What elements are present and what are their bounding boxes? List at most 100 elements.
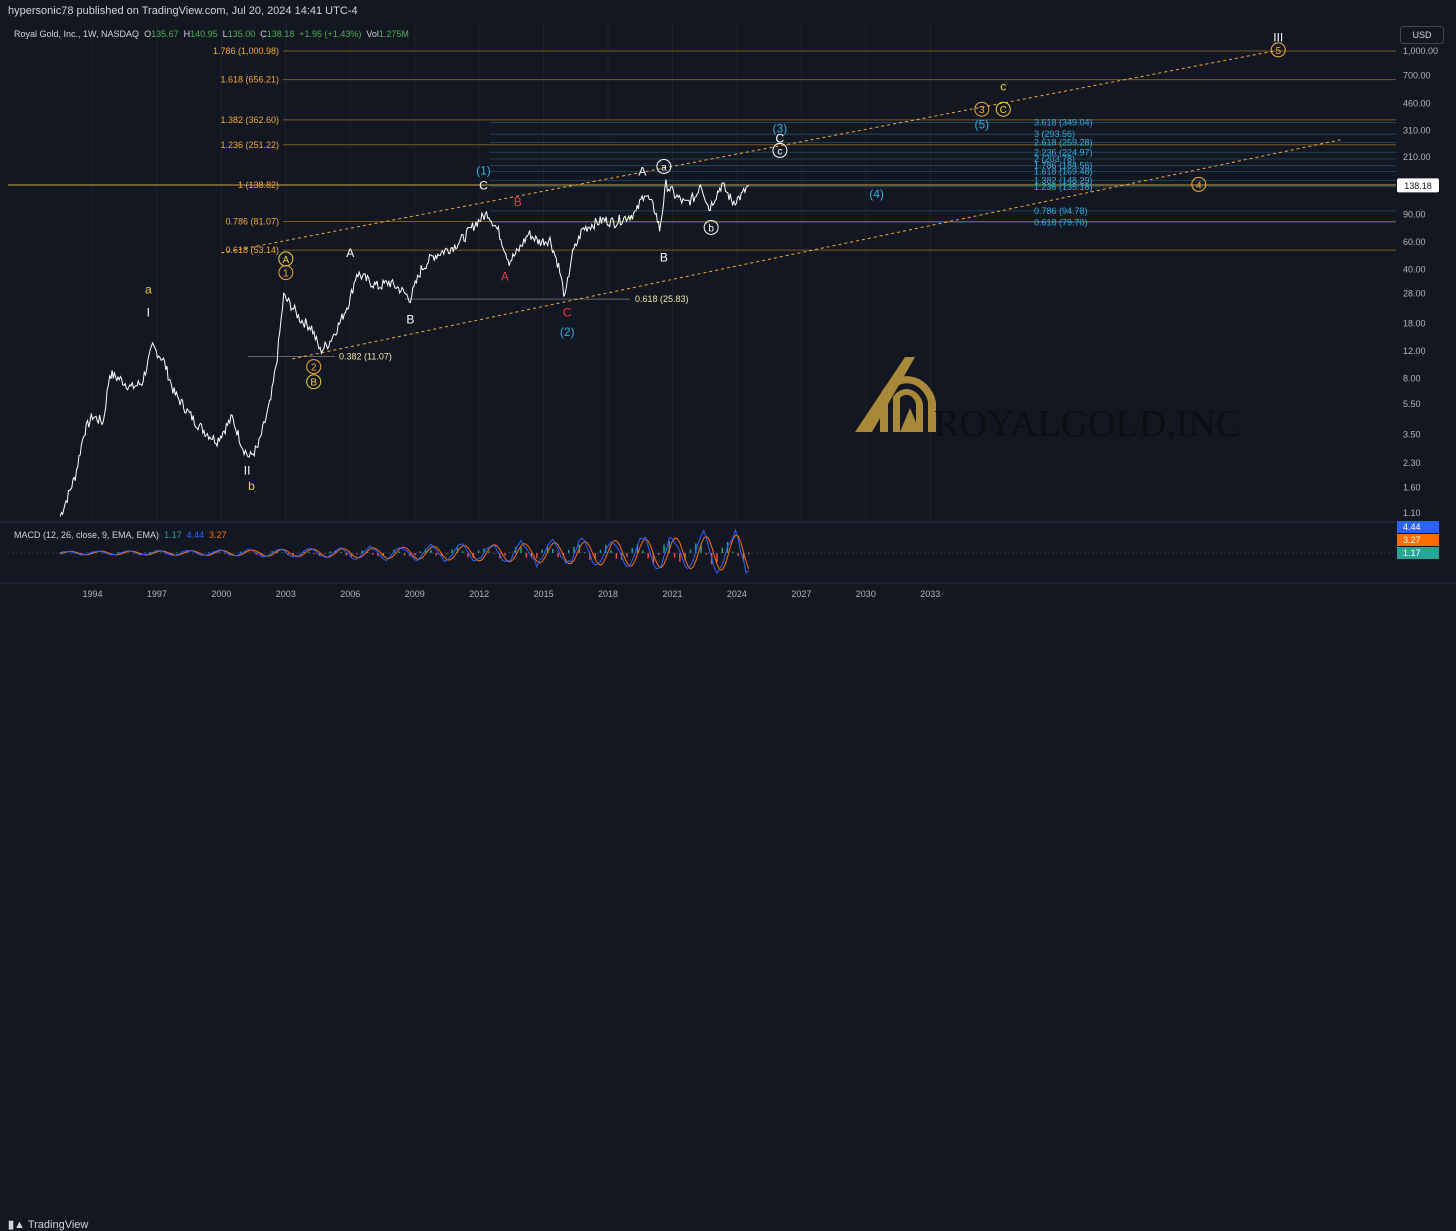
tradingview-logo-icon: ▮▲ [8,1219,25,1231]
wave-circle [1191,176,1207,192]
macd-value-label: 3.27 [1403,535,1421,545]
time-tick: 1994 [82,589,102,599]
price-tick: 90.00 [1403,209,1426,219]
last-price-box [1397,178,1439,193]
fib-label: 0.786 (81.07) [225,216,279,226]
fib-label: 1.382 (148.29) [1034,176,1093,186]
price-tick: 28.00 [1403,289,1426,299]
logo-text: ROYALGOLD,INC [934,403,1242,445]
wave-label: a [145,283,152,297]
price-tick: 18.00 [1403,319,1426,329]
macd-value-label: 4.44 [1403,522,1421,532]
wave-label: 5 [1275,46,1281,57]
macd-signal-value: 3.27 [209,530,227,540]
price-series [59,179,750,517]
wave-label: 1 [283,269,289,280]
close-label: C [260,29,267,39]
time-tick: 2018 [598,589,618,599]
time-tick: 2012 [469,589,489,599]
wave-label: 4 [1196,180,1202,191]
wave-label: (1) [476,164,491,178]
open-label: O [144,29,152,39]
price-tick: 3.50 [1403,430,1421,440]
fib-label: 3 (293.56) [1034,129,1075,139]
change-value: +1.95 (+1.43%) [299,29,362,39]
time-tick: 2003 [276,589,296,599]
wave-label: c [1000,79,1006,93]
price-tick: 1,000.00 [1403,46,1438,56]
wave-circle [995,101,1011,117]
volume-label: Vol [366,29,379,39]
high-label: H [183,29,191,39]
wave-label: b [248,479,255,493]
macd-hist-value: 1.17 [164,530,182,540]
price-tick: 40.00 [1403,264,1426,274]
time-tick: 2030 [856,589,876,599]
wave-circle [1270,42,1286,58]
macd-value-box [1397,534,1439,546]
macd-legend: MACD (12, 26, close, 9, EMA, EMA) 1.17 4… [14,530,227,540]
fib-label: 1.618 (656.21) [220,75,279,85]
royal-gold-logo [855,357,936,432]
channel-line [221,50,1275,254]
wave-label: C [776,131,785,145]
macd-line [60,528,750,575]
price-tick: 60.00 [1403,237,1426,247]
tradingview-logo[interactable]: ▮▲ TradingView [8,1218,88,1231]
currency-button[interactable]: USD [1400,26,1444,44]
fib-label: 1.786 (1,000.98) [213,46,279,56]
price-tick: 460.00 [1403,99,1431,109]
fib-levels: 1.786 (1,000.98) 1.618 (656.21) 1.382 (362… [8,46,1396,362]
high-value: 140.95 [190,29,218,39]
wave-label: B [310,378,317,389]
open-value: 135.67 [151,29,179,39]
wave-label: III [1273,31,1283,45]
wave-label: (3) [773,122,788,136]
wave-label: b [708,223,714,234]
macd-value-label: 1.17 [1403,548,1421,558]
wave-label: C [1000,105,1007,116]
wave-circle [772,142,788,158]
wave-label: (4) [869,187,884,201]
time-tick: 2000 [211,589,231,599]
wave-label: A [501,269,509,283]
time-tick: 2021 [662,589,682,599]
time-tick: 2033 [920,589,940,599]
fib-label: 1.382 (362.60) [220,115,279,125]
time-tick: 1997 [147,589,167,599]
price-chart[interactable]: 1.786 (1,000.98) 1.618 (656.21) 1.382 (362… [0,0,1456,633]
fib-label: 2.618 (259.28) [1034,138,1093,148]
fib-label: 1 (138.82) [238,180,279,190]
fib-label: 1.618 (169.48) [1034,166,1093,176]
wave-label: C [563,305,572,319]
fib-label: 0.382 (11.07) [339,352,392,362]
fib-label: 0.618 (79.70) [1034,218,1088,228]
time-tick: 2009 [405,589,425,599]
wave-label: a [661,162,667,173]
macd-label: MACD (12, 26, close, 9, EMA, EMA) [14,530,160,540]
time-axis: 1994 1997 2000 2003 2006 2009 2012 2015 2018 2021… [0,582,1456,599]
wave-circle [306,359,322,375]
wave-circle [306,374,322,390]
macd-value-box [1397,547,1439,559]
wave-circle [278,265,294,281]
fib-label: 2 (203.78) [1034,154,1075,164]
last-price-label: 138.18 [1404,181,1432,191]
wave-label: A [282,255,289,266]
price-tick: 1.10 [1403,508,1421,518]
fib-label: 1.786 (184.56) [1034,161,1093,171]
price-tick: 2.30 [1403,458,1421,468]
time-tick: 2015 [534,589,554,599]
wave-circle [974,101,990,117]
fib-label: 1.236 (135.18) [1034,182,1093,192]
low-value: 135.00 [227,29,256,39]
macd-value-box [1397,521,1439,533]
price-tick: 700.00 [1403,70,1431,80]
time-tick: 2006 [340,589,360,599]
wave-circle [703,219,719,235]
chart-grid [91,24,931,521]
fib-label: 0.618 (25.83) [635,294,689,304]
wave-label: c [777,146,782,157]
price-axis: 1,000.00 700.00 460.00 310.00 210.00 138.18 90… [1397,46,1439,518]
